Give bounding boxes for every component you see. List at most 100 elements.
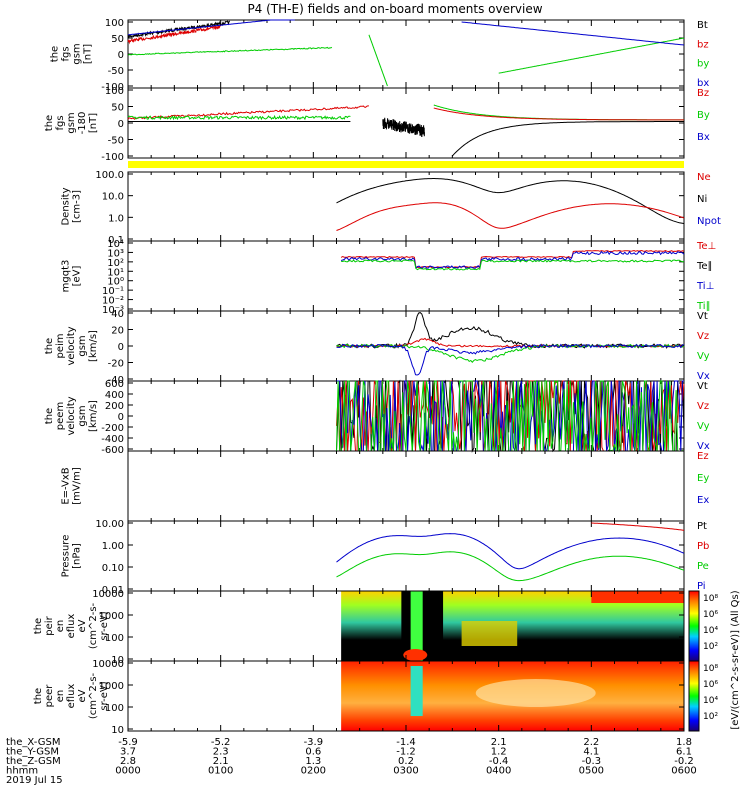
ylabel-line: the xyxy=(44,338,55,354)
ytick-label: 10⁻² xyxy=(102,296,124,307)
ylabel-peem_velocity: the peem velocity gsm [km/s] xyxy=(44,396,99,435)
trace-Pi xyxy=(336,533,685,570)
row-value: 6.1 xyxy=(676,747,692,758)
colorbar-tick: 10⁶ xyxy=(703,610,718,620)
legend-Pe: Pe xyxy=(697,561,709,572)
ylabel-line: the xyxy=(44,115,55,131)
trace-Ni xyxy=(336,178,685,225)
ylabel-line: gsm xyxy=(66,112,77,133)
trace-Bz xyxy=(127,105,369,120)
legend-Vz: Vz xyxy=(697,401,709,412)
legend-Ti∥: Ti∥ xyxy=(696,301,711,312)
legend-Vy: Vy xyxy=(697,421,710,432)
ytick-label: 10⁻³ xyxy=(102,305,124,316)
ytick-label: 10.00 xyxy=(95,519,124,530)
trace-Tpar xyxy=(341,259,685,271)
legend-bx: bx xyxy=(697,78,709,89)
panel-efield: Ez Ey Ex xyxy=(127,450,709,522)
row-value: 0600 xyxy=(671,766,696,777)
panel-frame xyxy=(127,520,685,592)
ylabel-fgs_gsm: the fgs gsm [nT] xyxy=(50,43,94,64)
ylabel-line: velocity xyxy=(66,396,77,435)
legend-Pi: Pi xyxy=(697,581,706,592)
legend-Vy: Vy xyxy=(697,351,710,362)
ytick-label: 10.0 xyxy=(102,192,124,203)
ytick-label: -20 xyxy=(108,359,124,370)
ylabel-line: eV xyxy=(77,689,88,702)
ytick-label: 100.0 xyxy=(95,170,124,181)
colorbar-1 xyxy=(688,660,700,732)
ytick-label: -100 xyxy=(101,82,124,93)
ytick-label: 10² xyxy=(107,258,124,269)
legend-Ne: Ne xyxy=(697,172,711,183)
row-value: 3.7 xyxy=(120,747,136,758)
ytick-label: 600 xyxy=(105,379,124,390)
legend-Ez: Ez xyxy=(697,451,709,462)
ytick-label: 0 xyxy=(118,342,124,353)
trace-Pb xyxy=(591,522,685,531)
colorbar-0 xyxy=(688,590,700,662)
ylabel-peim_velocity: the peim velocity gsm [km/s] xyxy=(44,326,99,365)
legend-Pt: Pt xyxy=(697,521,707,532)
ylabel-peer: the peer en eflux eV (cm^2-s-sr-eV) xyxy=(33,672,110,719)
ytick-label: 0 xyxy=(118,119,124,130)
ylabel-line: [nT] xyxy=(88,113,99,133)
ylabel-line: the xyxy=(44,408,55,424)
ytick-label: 10¹ xyxy=(107,267,124,278)
ytick-label: 10⁴ xyxy=(107,239,124,250)
ytick-label: 10000 xyxy=(92,659,124,670)
row-value: 1.2 xyxy=(491,747,507,758)
panel-density: 100.0 10.0 1.0 0.1 Ne Ni Npot xyxy=(95,170,721,246)
ylabel-line: gsm xyxy=(72,43,83,64)
ylabel-line: en xyxy=(55,620,66,633)
trace-bx2 xyxy=(461,21,685,46)
trace-Ti xyxy=(340,250,685,270)
ytick-label: 100 xyxy=(105,18,124,29)
row-value: -0.4 xyxy=(489,756,509,767)
row-value: 0000 xyxy=(115,766,140,777)
heatmap-peer-patch xyxy=(475,679,596,707)
ylabel-line: gsm xyxy=(77,405,88,426)
row-label-the_Y-GSM: the_Y-GSM xyxy=(6,747,59,758)
ytick-label: 10⁰ xyxy=(107,277,124,288)
colorbar-tick: 10⁸ xyxy=(703,594,718,604)
legend-Pb: Pb xyxy=(697,541,709,552)
ylabel-line: [nT] xyxy=(83,44,94,64)
panel-peim_velocity: 40 20 0 -20 -40 Vt Vz Vy Vx xyxy=(108,309,710,386)
row-value: 2.2 xyxy=(583,737,599,748)
colorbar-tick: 10⁴ xyxy=(703,626,718,636)
trace-By xyxy=(127,114,351,121)
ylabel-line: Pressure xyxy=(61,535,72,578)
ytick-label: 1000 xyxy=(99,611,124,622)
trace-bz xyxy=(127,24,221,45)
ytick-label: 0 xyxy=(118,50,124,61)
ylabel-line: sr-eV) xyxy=(99,681,110,710)
trace-Ne xyxy=(336,202,685,231)
ytick-label: 0.10 xyxy=(102,563,124,574)
trace-Tperp xyxy=(340,249,685,269)
ytick-label: 1000 xyxy=(99,681,124,692)
ylabel-density: Density [cm-3] xyxy=(61,187,83,225)
ylabel-line: mgqt3 xyxy=(61,260,72,293)
ylabel-temperature: mgqt3 [eV] xyxy=(61,260,83,293)
ylabel-line: [mV/m] xyxy=(72,467,83,505)
trace-By2 xyxy=(433,104,684,121)
colorbar-tick: 10⁴ xyxy=(703,696,718,706)
ytick-label: 10 xyxy=(111,725,124,736)
panel-fgs_gsm: 100 50 0 -50 -100 Bt bz by bx xyxy=(101,18,709,93)
ytick-label: -50 xyxy=(108,66,124,77)
legend-Te⊥: Te⊥ xyxy=(696,241,716,252)
panel-fgs_gsm_100: 100 50 0 -50 -100 Bz By Bx xyxy=(101,86,710,163)
heatmap-peir-blob xyxy=(403,649,428,661)
ytick-label: 0.01 xyxy=(102,585,124,596)
ylabel-line: [eV] xyxy=(72,266,83,287)
row-value: 2.1 xyxy=(491,737,507,748)
legend-Bx: Bx xyxy=(697,132,710,143)
ytick-label: 0.1 xyxy=(108,235,124,246)
ylabel-line: the xyxy=(33,618,44,634)
ylabel-line: velocity xyxy=(66,326,77,365)
heatmap-peer-spike xyxy=(410,666,423,716)
colorbar-tick: 10⁸ xyxy=(703,664,718,674)
ytick-label: -400 xyxy=(101,434,124,445)
